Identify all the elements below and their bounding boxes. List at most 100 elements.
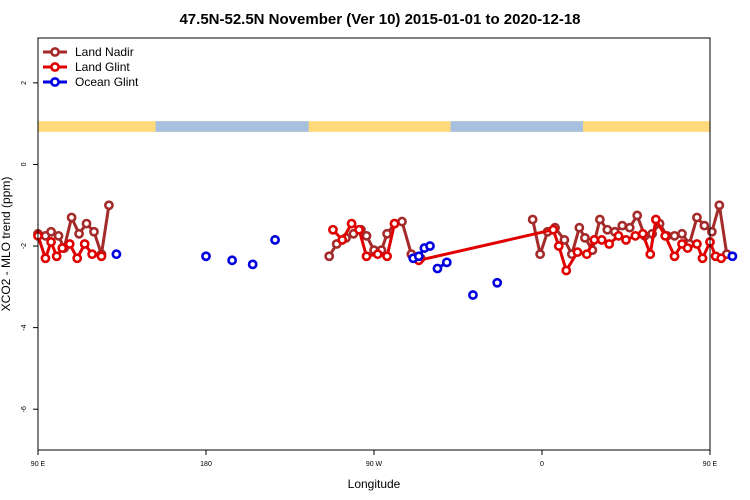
data-point — [714, 200, 725, 211]
data-point — [727, 251, 738, 262]
data-point — [630, 230, 641, 241]
x-tick-label: 180 — [200, 461, 212, 468]
legend-label: Land Nadir — [75, 45, 134, 59]
series-line — [418, 218, 722, 273]
data-point — [111, 249, 122, 260]
data-point — [621, 235, 631, 245]
land-band — [38, 121, 710, 132]
data-point — [382, 228, 392, 239]
x-tick-label: 90 E — [703, 461, 718, 468]
data-point — [441, 257, 452, 268]
data-point — [413, 251, 424, 262]
data-point — [361, 230, 372, 241]
data-point — [632, 210, 643, 221]
data-point — [324, 251, 335, 262]
data-point — [361, 251, 372, 262]
data-point — [604, 239, 615, 249]
data-point — [589, 235, 600, 245]
data-point — [692, 239, 702, 249]
ocean-band — [450, 121, 584, 132]
data-point — [682, 243, 693, 253]
x-tick-label: 90 E — [31, 461, 46, 468]
series-ocean-glint — [111, 235, 738, 300]
data-point — [602, 224, 613, 235]
data-point — [81, 218, 92, 229]
series-land-glint — [33, 214, 727, 276]
x-tick-label: 0 — [540, 461, 544, 468]
data-point — [699, 220, 710, 231]
data-point — [559, 235, 570, 245]
data-point — [46, 226, 56, 237]
legend-marker — [50, 62, 60, 72]
y-tick-label: -4 — [21, 324, 28, 330]
legend-label: Land Glint — [75, 60, 130, 74]
data-point — [270, 235, 280, 245]
ocean-band — [155, 121, 309, 132]
data-point — [594, 214, 605, 225]
data-point — [697, 253, 708, 264]
data-point — [53, 230, 64, 241]
data-point — [468, 290, 478, 300]
data-point — [645, 249, 656, 260]
y-tick-label: -2 — [21, 243, 28, 249]
data-point — [74, 228, 84, 239]
data-point — [716, 253, 727, 264]
data-point — [706, 226, 717, 237]
x-tick-label: 90 W — [366, 461, 383, 468]
y-tick-label: 2 — [21, 81, 28, 85]
chart-title: 47.5N-52.5N November (Ver 10) 2015-01-01… — [179, 11, 580, 28]
data-point — [624, 222, 635, 233]
data-point — [613, 230, 624, 241]
data-point — [346, 218, 357, 229]
data-point — [677, 228, 687, 239]
land-mask-strip — [38, 121, 710, 132]
data-point — [637, 228, 648, 239]
plot-series — [33, 200, 738, 300]
data-point — [580, 232, 590, 243]
data-point — [561, 265, 572, 276]
legend-marker — [50, 47, 60, 57]
data-point — [692, 212, 702, 223]
data-point — [432, 263, 443, 274]
data-point — [79, 239, 90, 249]
data-point — [372, 249, 383, 260]
data-point — [425, 241, 435, 251]
data-point — [492, 277, 503, 288]
data-point — [650, 214, 661, 225]
data-point — [535, 249, 546, 260]
data-point — [354, 224, 364, 235]
y-tick-label: -6 — [21, 406, 28, 412]
data-point — [87, 249, 98, 260]
data-point — [96, 251, 107, 262]
legend-label: Ocean Glint — [75, 75, 139, 89]
data-point — [527, 214, 538, 225]
data-point — [51, 251, 62, 262]
data-point — [201, 251, 211, 262]
data-point — [337, 235, 348, 245]
data-point — [389, 218, 400, 229]
data-point — [382, 251, 392, 262]
y-tick-label: 0 — [21, 162, 28, 166]
data-point — [40, 253, 51, 264]
data-point — [57, 243, 68, 253]
data-point — [596, 235, 607, 245]
y-axis: 2 0 -2 -4 -6 — [21, 81, 38, 412]
data-point — [46, 237, 56, 247]
data-point — [64, 239, 75, 249]
data-point — [104, 200, 114, 211]
data-point — [572, 247, 583, 258]
x-axis-label: Longitude — [348, 477, 401, 491]
data-point — [617, 220, 628, 231]
data-point — [581, 249, 592, 260]
y-axis-label: XCO2 - MLO trend (ppm) — [0, 177, 13, 312]
data-point — [660, 230, 671, 241]
x-axis: 90 E 180 90 W 0 90 E — [31, 450, 718, 468]
data-point — [669, 230, 680, 241]
data-point — [247, 259, 258, 270]
data-point — [66, 212, 77, 223]
data-point — [89, 226, 99, 237]
data-point — [328, 224, 338, 235]
data-point — [553, 241, 564, 251]
